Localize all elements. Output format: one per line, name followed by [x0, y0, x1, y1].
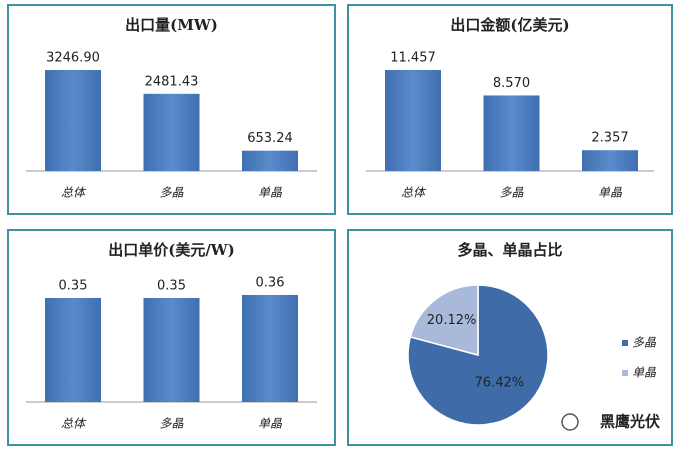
data-label: 0.35 [157, 278, 186, 293]
data-label: 20.12% [427, 313, 477, 328]
data-label: 76.42% [475, 375, 525, 390]
chart-title: 出口单价(美元/W) [108, 241, 235, 259]
bar [483, 95, 540, 171]
data-label: 0.35 [59, 278, 88, 293]
bar [143, 297, 200, 402]
x-tick-label: 单晶 [258, 417, 283, 431]
panel: 出口金额(亿美元) 11.457 总体 8.570 多晶 2.357 单晶 [347, 4, 673, 215]
data-label: 11.457 [390, 51, 436, 66]
bar [242, 150, 298, 171]
x-tick-label: 总体 [401, 186, 427, 200]
watermark: 黑鹰光伏 [600, 413, 660, 431]
bar [45, 70, 101, 171]
chart-title: 出口金额(亿美元) [450, 16, 569, 34]
x-tick-label: 多晶 [499, 186, 524, 200]
legend-swatch [622, 340, 628, 346]
watermark-icon [561, 413, 579, 431]
x-tick-label: 总体 [61, 417, 87, 431]
data-label: 2.357 [591, 131, 628, 146]
chart-title: 出口量(MW) [125, 16, 218, 34]
legend-swatch [622, 370, 628, 376]
data-label: 653.24 [247, 131, 293, 146]
data-label: 0.36 [256, 276, 285, 291]
chart-title: 多晶、单晶占比 [457, 241, 562, 259]
panel: 出口单价(美元/W) 0.35 总体 0.35 多晶 0.36 单晶 [7, 229, 336, 446]
bar [242, 295, 298, 402]
bar [45, 297, 101, 402]
legend-label: 单晶 [632, 366, 657, 380]
panel: 出口量(MW) 3246.90 总体 2481.43 多晶 653.24 单晶 [7, 4, 336, 215]
data-label: 2481.43 [145, 74, 199, 89]
data-label: 8.570 [493, 76, 530, 91]
x-tick-label: 单晶 [598, 186, 623, 200]
legend-label: 多晶 [632, 336, 657, 350]
bar [385, 70, 441, 171]
x-tick-label: 多晶 [159, 417, 184, 431]
bar [143, 93, 200, 171]
panel: 多晶、单晶占比 76.42% 多晶 20.12% 单晶 [347, 229, 673, 446]
data-label: 3246.90 [46, 51, 100, 66]
bar [582, 150, 638, 171]
pie-slice [409, 284, 479, 356]
x-tick-label: 总体 [61, 186, 87, 200]
x-tick-label: 单晶 [258, 186, 283, 200]
x-tick-label: 多晶 [159, 186, 184, 200]
